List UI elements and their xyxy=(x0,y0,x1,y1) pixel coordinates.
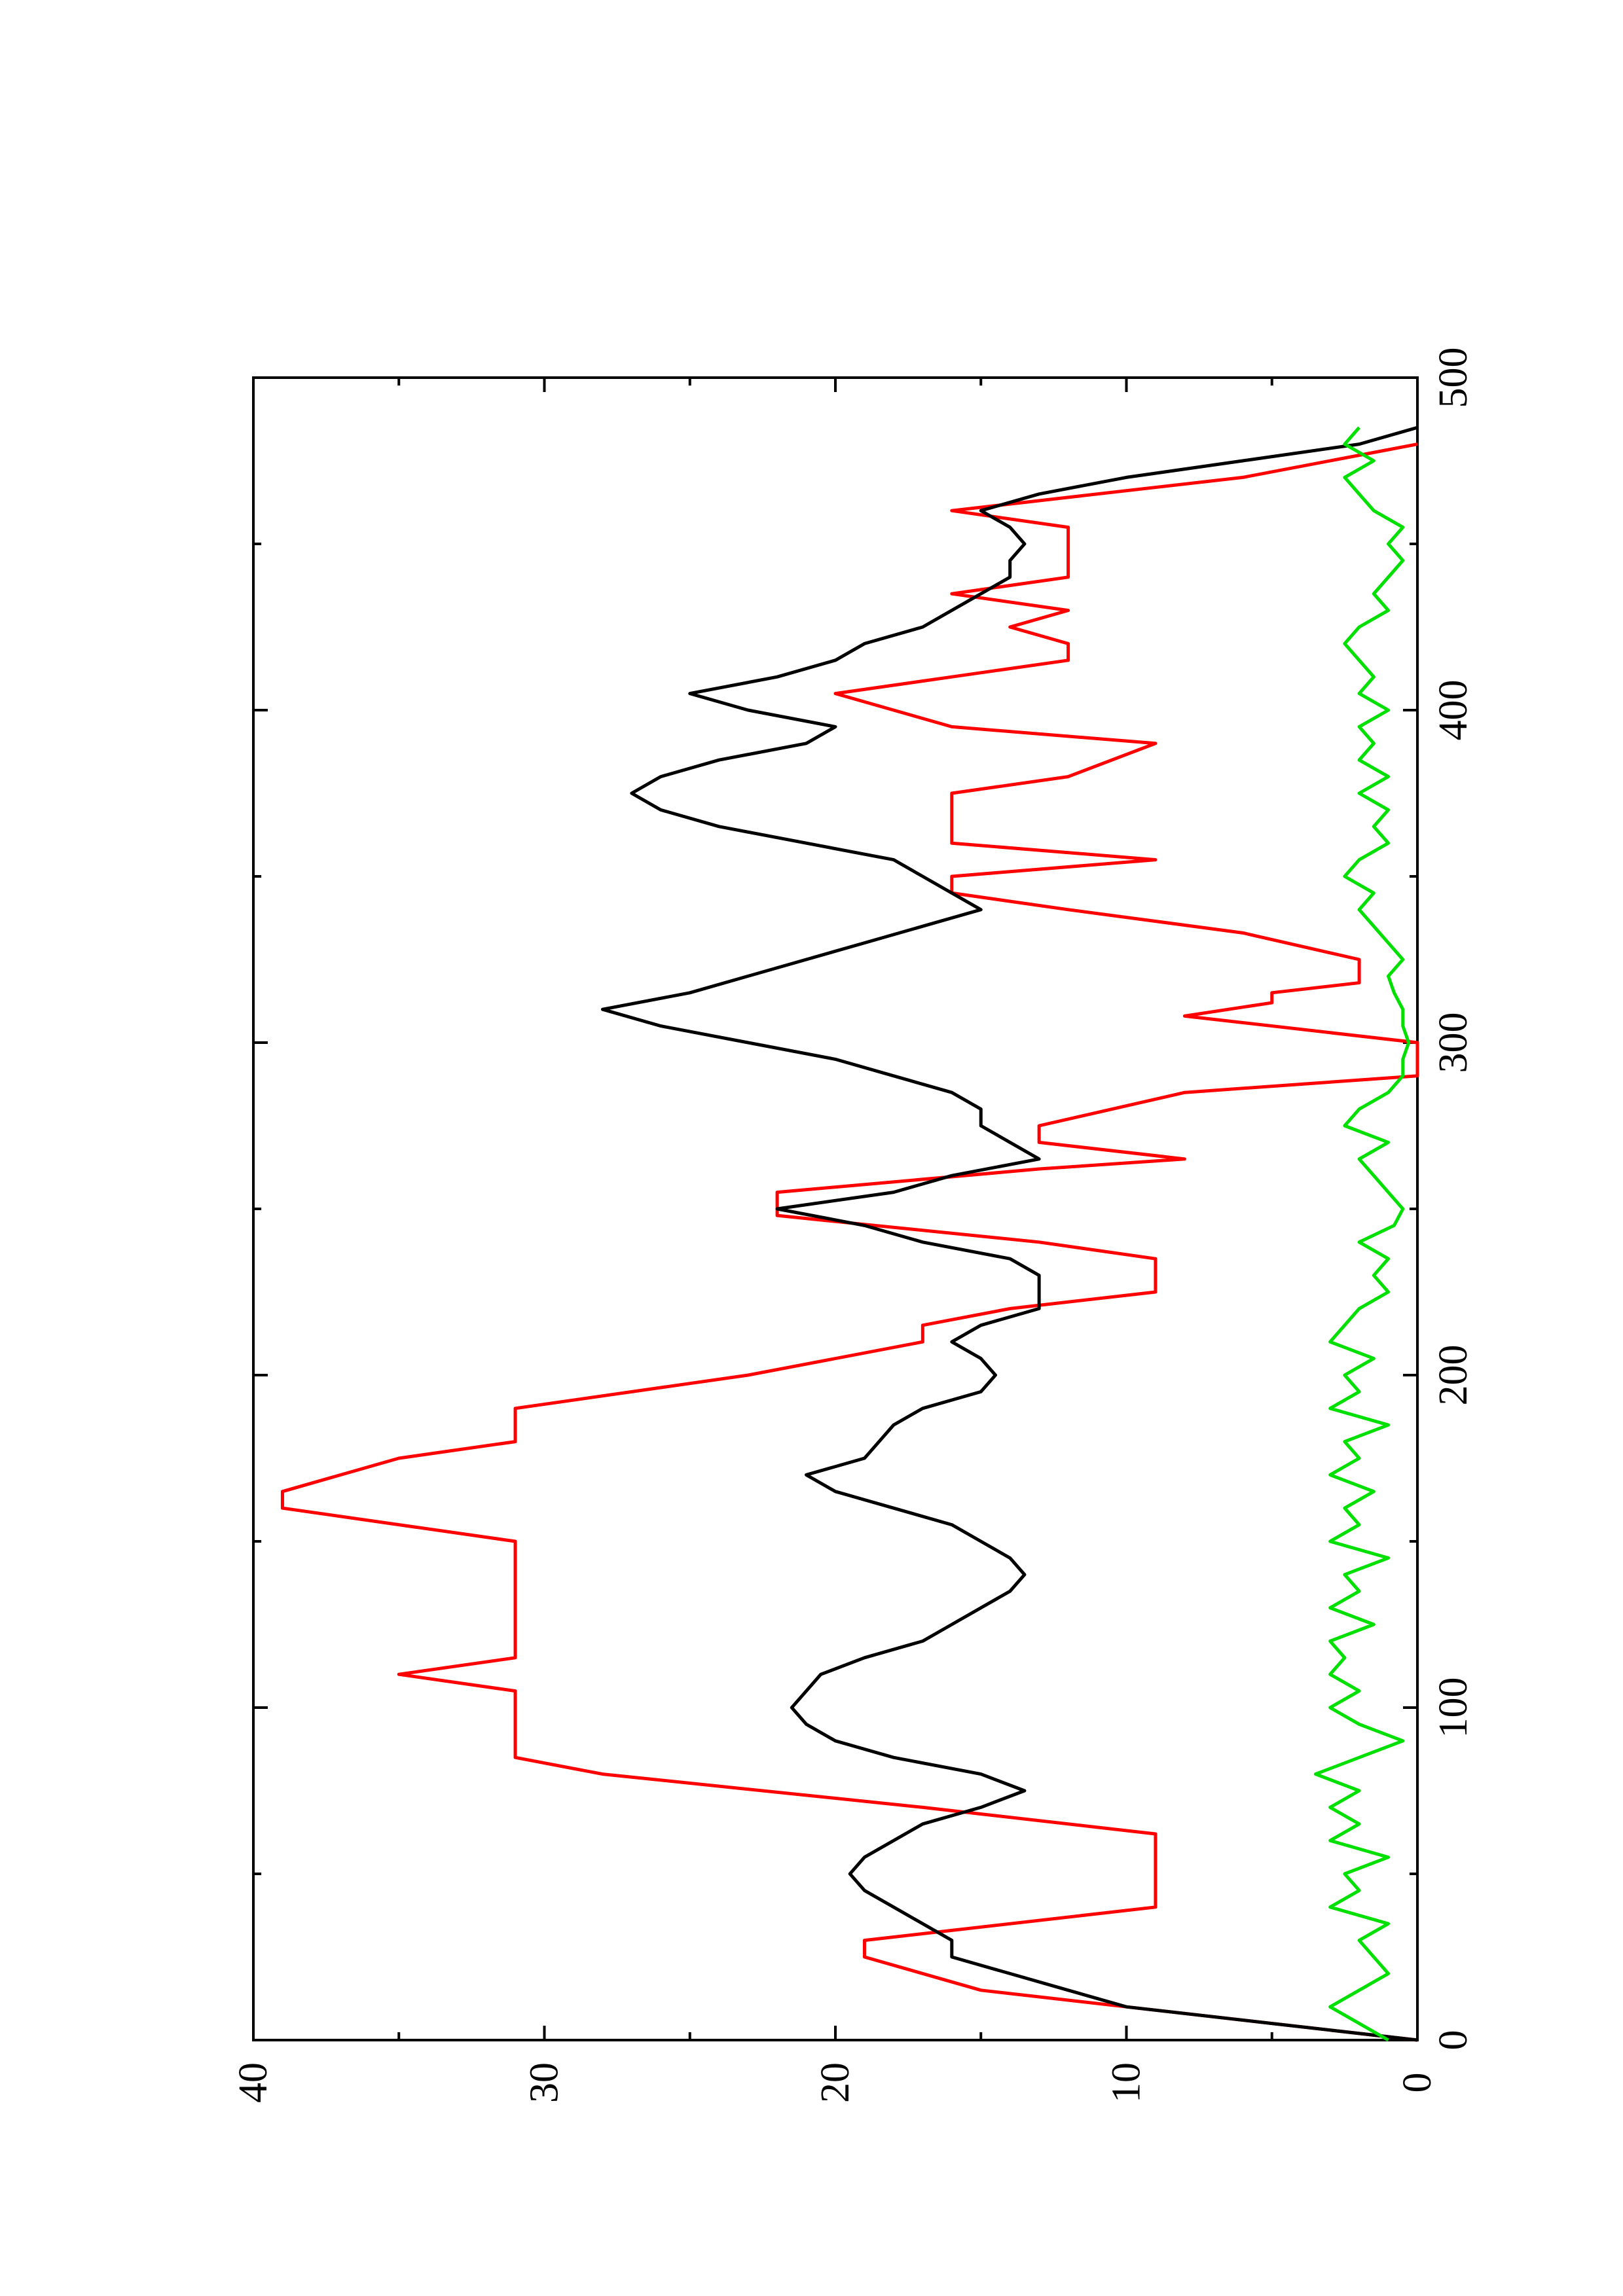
y-tick-label: 40 xyxy=(231,2062,276,2103)
plot-frame xyxy=(252,376,1419,2041)
y-tick-label: 20 xyxy=(813,2062,858,2103)
y-tick-label: 0 xyxy=(1395,2073,1440,2093)
axis-ticks xyxy=(252,376,1419,2041)
y-tick-label: 10 xyxy=(1104,2062,1149,2103)
x-tick-label: 300 xyxy=(1431,1013,1476,1073)
series-layer xyxy=(280,425,1419,2042)
series-line-1 xyxy=(280,442,1419,2042)
x-tick-label: 500 xyxy=(1431,348,1476,408)
x-tick-label: 400 xyxy=(1431,680,1476,741)
x-tick-label: 100 xyxy=(1431,1677,1476,1738)
series-line-2 xyxy=(600,425,1418,2042)
series-line-3 xyxy=(1313,426,1411,2042)
axis-tick-labels: 0 100 200 300 400 500 0 10 20 30 40 xyxy=(231,348,1476,2104)
x-tick-label: 0 xyxy=(1431,2030,1476,2051)
y-tick-label: 30 xyxy=(522,2062,567,2103)
x-tick-label: 200 xyxy=(1431,1345,1476,1406)
